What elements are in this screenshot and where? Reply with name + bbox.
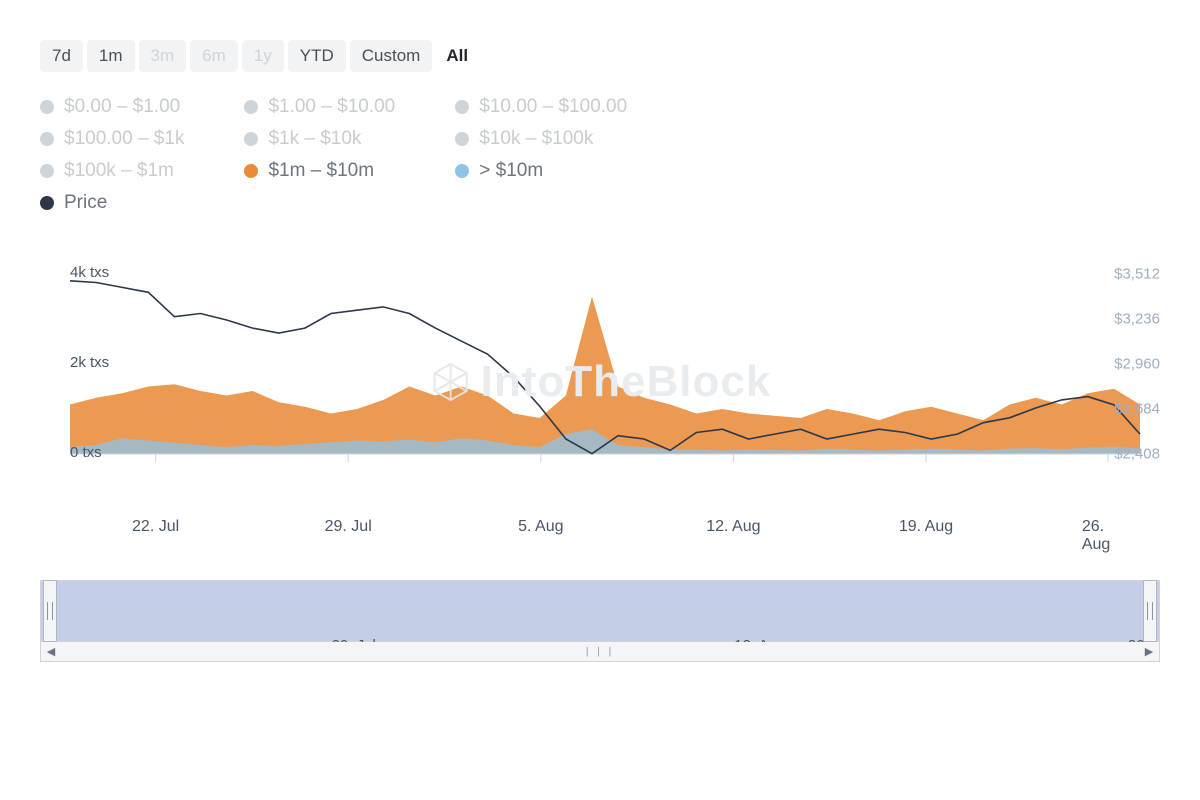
legend-dot-icon (455, 164, 469, 178)
x-tick: 29. Jul (325, 518, 372, 536)
legend-label: $10k – $100k (479, 128, 593, 150)
chart-area[interactable]: IntoTheBlock 4k txs2k txs0 txs$3,512$3,2… (40, 274, 1160, 504)
y-right-tick: $3,512 (1114, 266, 1160, 283)
legend-label: $100k – $1m (64, 160, 174, 182)
legend-label: $1k – $10k (268, 128, 361, 150)
legend-dot-icon (244, 132, 258, 146)
scrollbar[interactable]: ◀ | | | ▶ (40, 642, 1160, 662)
scroll-left-icon[interactable]: ◀ (43, 644, 59, 660)
range-tab-3m: 3m (139, 40, 187, 72)
legend-item-1[interactable]: $1.00 – $10.00 (244, 96, 395, 118)
range-tab-7d[interactable]: 7d (40, 40, 83, 72)
navigator[interactable]: 29. Jul12. Aug26. (40, 580, 1160, 642)
legend-label: $100.00 – $1k (64, 128, 184, 150)
legend-item-8[interactable]: > $10m (455, 160, 627, 182)
y-right-tick: $2,960 (1114, 356, 1160, 373)
legend-item-5[interactable]: $10k – $100k (455, 128, 627, 150)
range-tab-1m[interactable]: 1m (87, 40, 135, 72)
legend-item-7[interactable]: $1m – $10m (244, 160, 395, 182)
legend-item-3[interactable]: $100.00 – $1k (40, 128, 184, 150)
legend-dot-icon (455, 100, 469, 114)
legend: $0.00 – $1.00 $1.00 – $10.00 $10.00 – $100… (40, 96, 627, 214)
legend-item-0[interactable]: $0.00 – $1.00 (40, 96, 184, 118)
y-right-tick: $2,408 (1114, 446, 1160, 463)
scroll-right-icon[interactable]: ▶ (1141, 644, 1157, 660)
navigator-handle-left[interactable] (43, 580, 57, 642)
y-left-tick: 0 txs (70, 444, 102, 461)
legend-label: $1.00 – $10.00 (268, 96, 395, 118)
legend-item-6[interactable]: $100k – $1m (40, 160, 184, 182)
legend-dot-icon (455, 132, 469, 146)
x-tick: 22. Jul (132, 518, 179, 536)
legend-dot-icon (40, 196, 54, 210)
x-tick: 26. Aug (1082, 518, 1134, 554)
y-left-tick: 4k txs (70, 264, 109, 281)
legend-label: $1m – $10m (268, 160, 374, 182)
x-tick: 19. Aug (899, 518, 953, 536)
legend-item-9[interactable]: Price (40, 192, 184, 214)
legend-dot-icon (244, 100, 258, 114)
x-axis: 22. Jul29. Jul5. Aug12. Aug19. Aug26. Au… (40, 518, 1160, 542)
legend-dot-icon (244, 164, 258, 178)
legend-item-2[interactable]: $10.00 – $100.00 (455, 96, 627, 118)
scroll-thumb[interactable]: | | | (586, 646, 614, 657)
chart-svg (40, 274, 1160, 504)
range-tab-1y: 1y (242, 40, 284, 72)
y-right-tick: $3,236 (1114, 311, 1160, 328)
legend-dot-icon (40, 164, 54, 178)
y-right-tick: $2,684 (1114, 401, 1160, 418)
legend-label: Price (64, 192, 107, 214)
x-tick: 12. Aug (706, 518, 760, 536)
legend-label: > $10m (479, 160, 543, 182)
range-tab-all[interactable]: All (436, 40, 480, 72)
legend-label: $10.00 – $100.00 (479, 96, 627, 118)
range-tab-ytd[interactable]: YTD (288, 40, 346, 72)
x-tick: 5. Aug (518, 518, 563, 536)
legend-dot-icon (40, 100, 54, 114)
legend-label: $0.00 – $1.00 (64, 96, 180, 118)
legend-item-4[interactable]: $1k – $10k (244, 128, 395, 150)
legend-dot-icon (40, 132, 54, 146)
y-left-tick: 2k txs (70, 354, 109, 371)
range-tab-custom[interactable]: Custom (350, 40, 433, 72)
range-tabs: 7d1m3m6m1yYTDCustomAll (40, 40, 1160, 72)
navigator-handle-right[interactable] (1143, 580, 1157, 642)
range-tab-6m: 6m (190, 40, 238, 72)
